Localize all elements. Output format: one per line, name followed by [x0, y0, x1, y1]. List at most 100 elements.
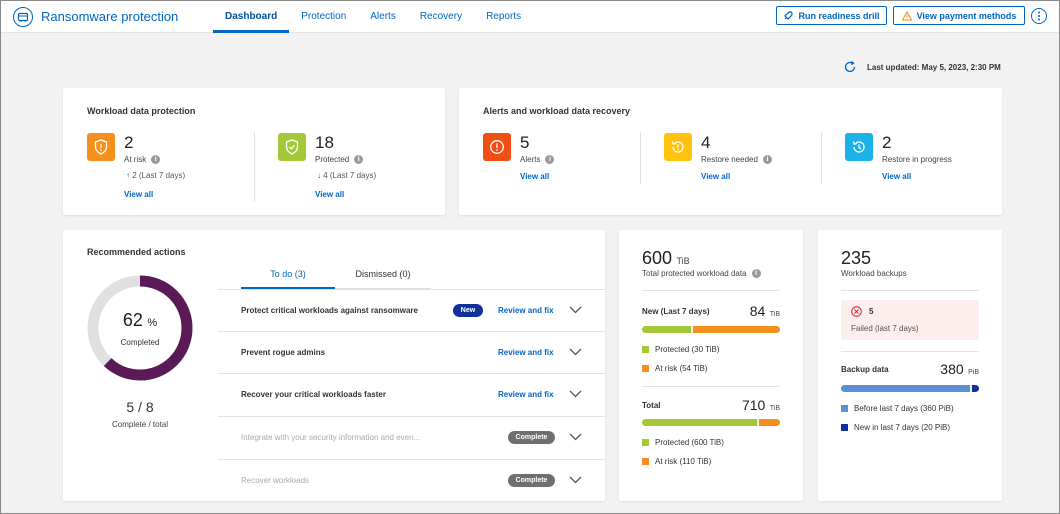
backup-data-unit: PiB — [968, 369, 979, 376]
action-text: Recover your critical workloads faster — [241, 390, 386, 399]
new-protected-legend: Protected (30 TiB) — [655, 345, 720, 354]
review-and-fix-link[interactable]: Review and fix — [498, 390, 554, 399]
divider — [821, 132, 822, 184]
divider — [642, 386, 780, 387]
protected-label: Protected — [315, 155, 350, 164]
total-data-bar — [642, 419, 780, 426]
tab-reports[interactable]: Reports — [486, 11, 522, 22]
protected-trend-text: 4 (Last 7 days) — [323, 171, 377, 180]
donut-progress — [87, 275, 193, 381]
alerts-count: 5 — [520, 133, 530, 152]
at-risk-trend: ↑ 2 (Last 7 days) — [126, 171, 185, 180]
run-readiness-drill-button[interactable]: Run readiness drill — [776, 6, 887, 25]
shield-alert-icon — [87, 133, 115, 161]
complete-count: 5 / 8 — [126, 399, 154, 415]
action-text: Prevent rogue admins — [241, 348, 326, 357]
protected-label-wrap: Protected i — [315, 155, 364, 164]
action-row[interactable]: Recover your critical workloads faster R… — [218, 373, 605, 416]
at-risk-label: At risk — [124, 155, 147, 164]
divider — [841, 351, 979, 352]
total-protected-segment — [642, 419, 757, 426]
chevron-down-icon[interactable] — [569, 306, 582, 314]
total-protected-label: Total protected workload data — [642, 269, 747, 278]
chevron-down-icon[interactable] — [569, 348, 582, 356]
total-label: Total — [642, 401, 661, 410]
total-protected-value: 600 — [642, 248, 673, 268]
arrow-up-icon: ↑ — [126, 171, 133, 180]
legend-item: New in last 7 days (20 PiB) — [841, 423, 950, 432]
restore-progress-view-all-link[interactable]: View all — [882, 172, 912, 181]
total-protected-label-wrap: Total protected workload data i — [642, 269, 761, 278]
before-segment — [841, 385, 970, 392]
restore-needed-view-all-link[interactable]: View all — [701, 172, 731, 181]
review-and-fix-link[interactable]: Review and fix — [498, 348, 554, 357]
total-protected-legend: Protected (600 TiB) — [655, 438, 724, 447]
info-icon[interactable]: i — [151, 155, 161, 164]
safe-icon — [13, 6, 33, 27]
tab-protection[interactable]: Protection — [301, 11, 347, 22]
total-protected-value-wrap: 600 TiB — [642, 248, 690, 269]
total-at-risk-segment — [759, 419, 780, 426]
restore-in-progress-icon — [845, 133, 873, 161]
tab-recovery[interactable]: Recovery — [419, 11, 463, 22]
new-label: New (Last 7 days) — [642, 307, 710, 316]
action-text: Protect critical workloads against ranso… — [241, 306, 418, 315]
card-title: Workload data protection — [87, 106, 196, 116]
view-payment-methods-label: View payment methods — [916, 10, 1017, 21]
total-value: 710 — [741, 397, 766, 413]
tab-alerts[interactable]: Alerts — [370, 11, 396, 22]
new-unit: TiB — [769, 311, 780, 318]
donut-center: 62 % — [87, 310, 193, 331]
alerts-label: Alerts — [520, 155, 541, 164]
brand[interactable]: Ransomware protection — [13, 6, 213, 27]
alerts-recovery-card: Alerts and workload data recovery 5 Aler… — [459, 88, 1002, 215]
restore-needed-label: Restore needed — [701, 155, 758, 164]
backup-data-label: Backup data — [841, 365, 889, 374]
action-row[interactable]: Recover workloads Complete — [218, 459, 605, 501]
at-risk-label-wrap: At risk i — [124, 155, 161, 164]
info-icon[interactable]: i — [545, 155, 555, 164]
more-options-icon[interactable] — [1031, 8, 1047, 24]
legend-item: Before last 7 days (360 PiB) — [841, 404, 954, 413]
main-nav: Dashboard Protection Alerts Recovery Rep… — [213, 1, 533, 33]
new-swatch — [841, 424, 848, 431]
action-text: Integrate with your security information… — [241, 433, 421, 442]
protected-data-card: 600 TiB Total protected workload data i … — [619, 230, 803, 501]
alerts-label-wrap: Alerts i — [520, 155, 555, 164]
legend-item: At risk (110 TiB) — [642, 457, 711, 466]
action-row[interactable]: Protect critical workloads against ranso… — [218, 289, 605, 332]
divider — [640, 132, 641, 184]
percent-value: 62 — [122, 310, 143, 330]
action-row[interactable]: Integrate with your security information… — [218, 416, 605, 459]
complete-badge: Complete — [508, 474, 555, 487]
complete-label: Complete / total — [111, 420, 169, 429]
backup-data-value-wrap: 380 PiB — [940, 361, 979, 379]
restore-needed-count: 4 — [701, 133, 711, 152]
new-at-risk-segment — [693, 326, 780, 333]
tab-to-do[interactable]: To do (3) — [241, 269, 335, 289]
alerts-view-all-link[interactable]: View all — [520, 172, 550, 181]
total-unit: TiB — [769, 405, 780, 412]
review-and-fix-link[interactable]: Review and fix — [498, 306, 554, 315]
failed-count: 5 — [869, 307, 874, 316]
refresh-icon[interactable] — [843, 60, 857, 74]
backups-count: 235 — [841, 248, 872, 268]
at-risk-trend-text: 2 (Last 7 days) — [132, 171, 186, 180]
info-icon[interactable]: i — [751, 269, 761, 278]
protected-view-all-link[interactable]: View all — [315, 190, 345, 199]
failed-label: Failed (last 7 days) — [851, 324, 919, 333]
workload-protection-card: Workload data protection 2 At risk i ↑ 2… — [63, 88, 445, 215]
arrow-down-icon: ↓ — [317, 171, 324, 180]
chevron-down-icon[interactable] — [569, 433, 582, 441]
backup-data-bar — [841, 385, 979, 392]
view-payment-methods-button[interactable]: View payment methods — [893, 6, 1025, 25]
failed-backups-box[interactable]: 5 Failed (last 7 days) — [841, 300, 979, 340]
chevron-down-icon[interactable] — [569, 390, 582, 398]
at-risk-view-all-link[interactable]: View all — [124, 190, 154, 199]
info-icon[interactable]: i — [354, 155, 364, 164]
action-row[interactable]: Prevent rogue admins Review and fix — [218, 331, 605, 374]
tab-dismissed[interactable]: Dismissed (0) — [335, 269, 431, 289]
info-icon[interactable]: i — [762, 155, 772, 164]
tab-dashboard[interactable]: Dashboard — [213, 1, 290, 33]
chevron-down-icon[interactable] — [569, 476, 582, 484]
